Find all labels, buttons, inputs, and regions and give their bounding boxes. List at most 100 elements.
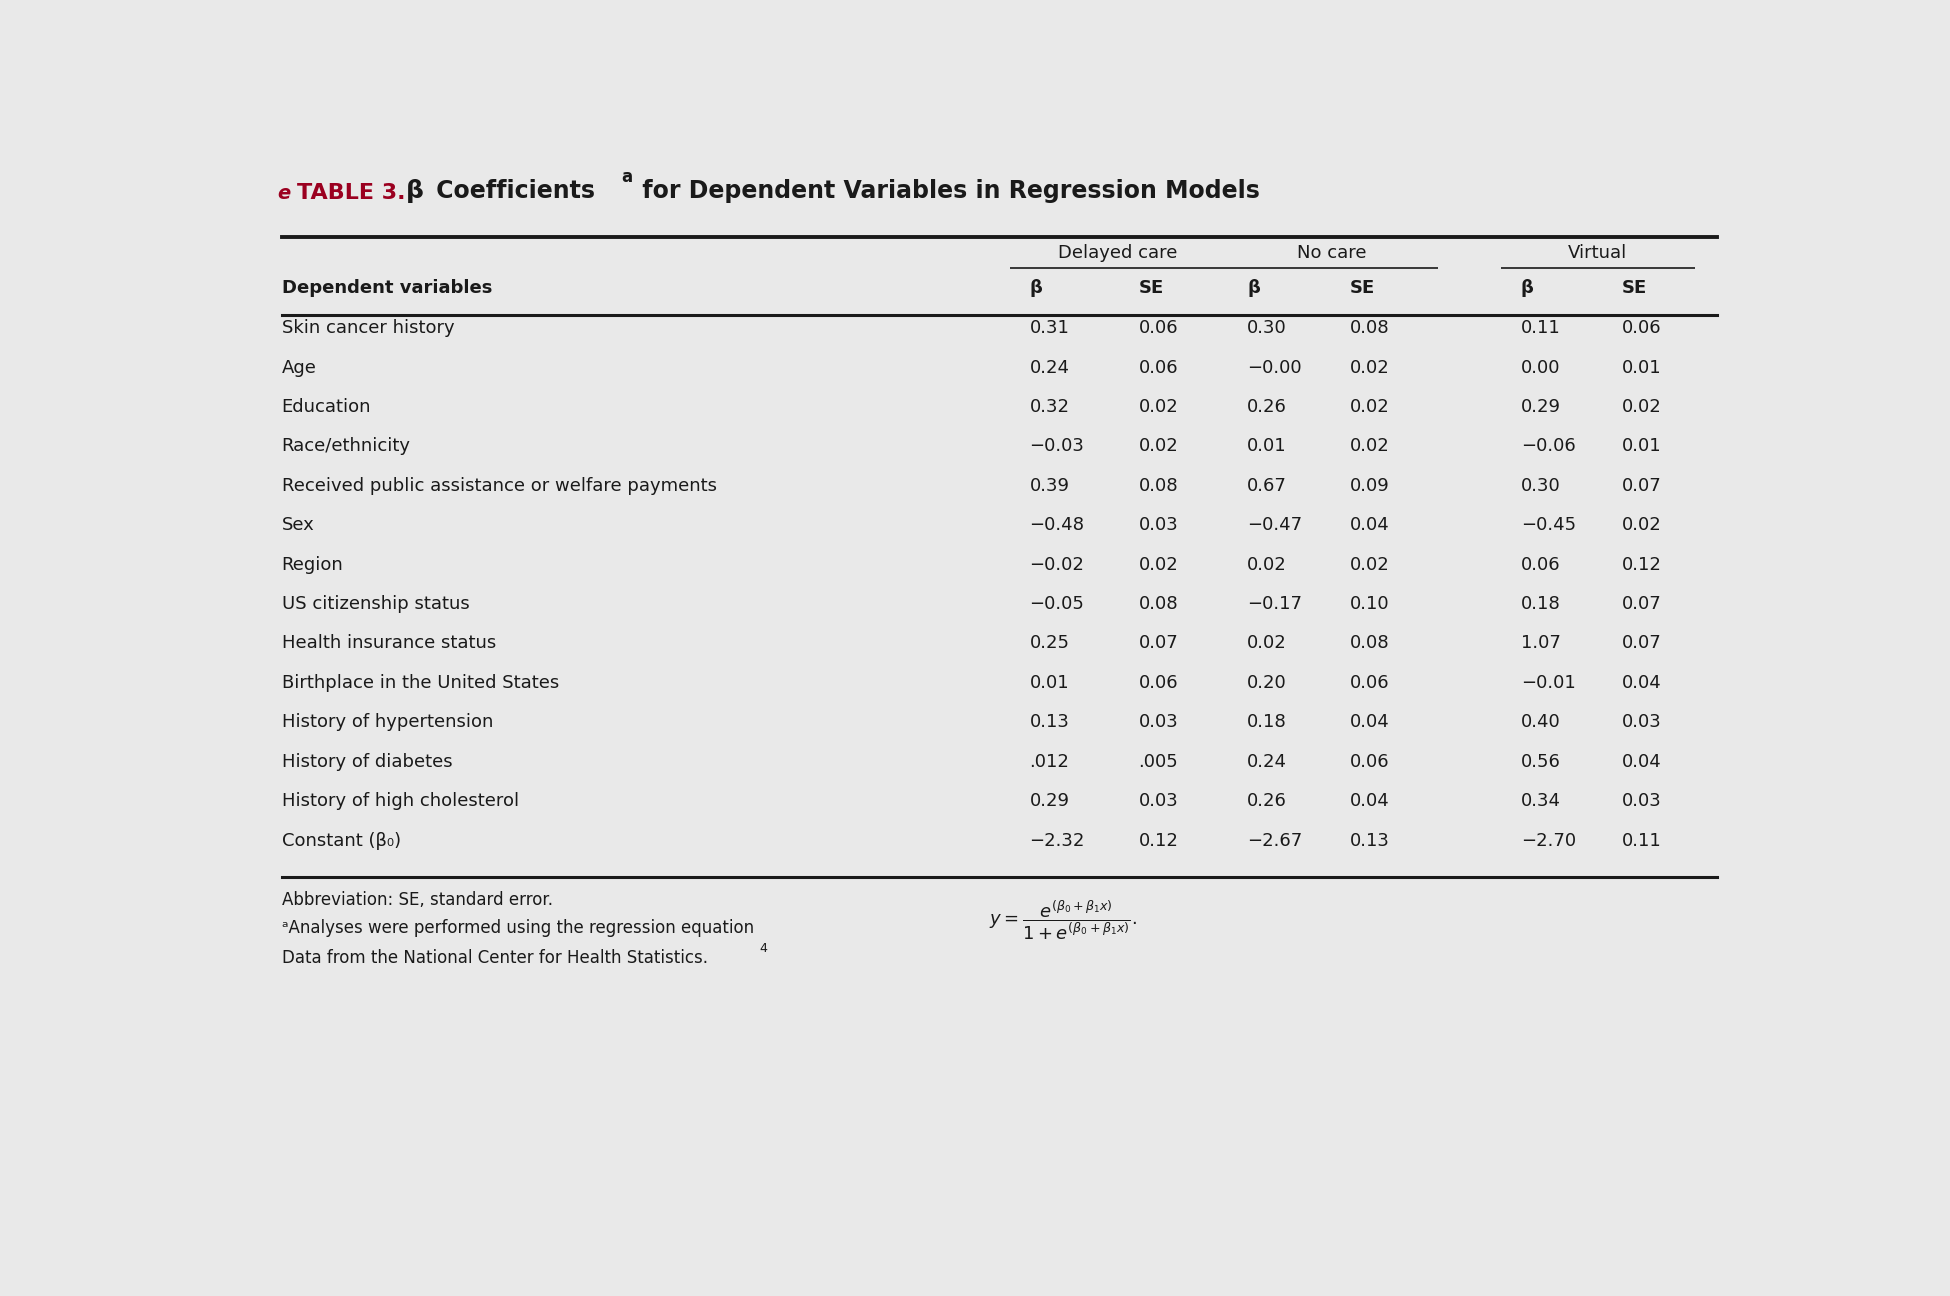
Text: 0.40: 0.40 [1521,713,1560,731]
Text: 0.02: 0.02 [1622,398,1661,416]
Text: Birthplace in the United States: Birthplace in the United States [281,674,560,692]
Text: 0.02: 0.02 [1622,516,1661,534]
Text: −0.17: −0.17 [1248,595,1303,613]
Text: 1.07: 1.07 [1521,635,1560,652]
Text: 0.02: 0.02 [1349,437,1390,455]
Text: 0.32: 0.32 [1030,398,1071,416]
Text: 0.03: 0.03 [1622,792,1661,810]
Text: 0.04: 0.04 [1349,516,1390,534]
Text: 0.08: 0.08 [1349,319,1390,337]
Text: 0.12: 0.12 [1139,832,1178,850]
Text: 0.06: 0.06 [1139,674,1178,692]
Text: 0.56: 0.56 [1521,753,1560,771]
Text: 0.04: 0.04 [1622,753,1661,771]
Text: 0.10: 0.10 [1349,595,1390,613]
Text: Virtual: Virtual [1568,245,1628,262]
Text: −2.67: −2.67 [1248,832,1303,850]
Text: β: β [1248,279,1260,297]
Text: 0.02: 0.02 [1248,635,1287,652]
Text: β: β [1030,279,1043,297]
Text: −0.48: −0.48 [1030,516,1084,534]
Text: 0.08: 0.08 [1139,595,1178,613]
Text: 0.07: 0.07 [1622,635,1661,652]
Text: 0.02: 0.02 [1248,556,1287,574]
Text: SE: SE [1622,279,1648,297]
Text: 0.09: 0.09 [1349,477,1390,495]
Text: History of hypertension: History of hypertension [281,713,493,731]
Text: 0.06: 0.06 [1622,319,1661,337]
Text: 0.01: 0.01 [1622,437,1661,455]
Text: 0.00: 0.00 [1521,359,1560,377]
Text: 0.34: 0.34 [1521,792,1560,810]
Text: 0.03: 0.03 [1139,792,1178,810]
Text: Delayed care: Delayed care [1057,245,1178,262]
Text: −0.01: −0.01 [1521,674,1576,692]
Text: 0.25: 0.25 [1030,635,1071,652]
Text: 0.39: 0.39 [1030,477,1071,495]
Text: 0.30: 0.30 [1248,319,1287,337]
Text: 0.67: 0.67 [1248,477,1287,495]
Text: 0.24: 0.24 [1248,753,1287,771]
Text: 0.06: 0.06 [1139,319,1178,337]
Text: $y = \dfrac{e^{(\beta_0+\beta_1 x)}}{1+e^{(\beta_0+\beta_1 x)}}.$: $y = \dfrac{e^{(\beta_0+\beta_1 x)}}{1+e… [989,898,1137,942]
Text: 0.30: 0.30 [1521,477,1560,495]
Text: .012: .012 [1030,753,1069,771]
Text: Data from the National Center for Health Statistics.: Data from the National Center for Health… [281,949,708,967]
Text: 0.24: 0.24 [1030,359,1071,377]
Text: 0.18: 0.18 [1521,595,1560,613]
Text: −0.02: −0.02 [1030,556,1084,574]
Text: No care: No care [1297,245,1367,262]
Text: 0.03: 0.03 [1622,713,1661,731]
Text: 0.02: 0.02 [1139,437,1178,455]
Text: 0.06: 0.06 [1349,674,1390,692]
Text: Coefficients: Coefficients [429,179,595,203]
Text: 0.11: 0.11 [1521,319,1560,337]
Text: 0.13: 0.13 [1349,832,1390,850]
Text: Received public assistance or welfare payments: Received public assistance or welfare pa… [281,477,716,495]
Text: −0.03: −0.03 [1030,437,1084,455]
Text: History of high cholesterol: History of high cholesterol [281,792,519,810]
Text: 0.02: 0.02 [1349,398,1390,416]
Text: Skin cancer history: Skin cancer history [281,319,454,337]
Text: SE: SE [1349,279,1375,297]
Text: e: e [277,184,291,203]
Text: −0.45: −0.45 [1521,516,1576,534]
Text: 0.02: 0.02 [1139,398,1178,416]
Text: β: β [1521,279,1533,297]
Text: 0.29: 0.29 [1030,792,1071,810]
Text: −0.06: −0.06 [1521,437,1576,455]
Text: SE: SE [1139,279,1164,297]
Text: Abbreviation: SE, standard error.: Abbreviation: SE, standard error. [281,890,552,908]
Text: .005: .005 [1139,753,1178,771]
Text: 0.06: 0.06 [1139,359,1178,377]
Text: Dependent variables: Dependent variables [281,279,491,297]
Text: −2.70: −2.70 [1521,832,1576,850]
Text: 0.07: 0.07 [1139,635,1178,652]
Text: ᵃAnalyses were performed using the regression equation: ᵃAnalyses were performed using the regre… [281,919,753,937]
Text: 0.02: 0.02 [1349,556,1390,574]
Text: 0.26: 0.26 [1248,398,1287,416]
Text: 0.29: 0.29 [1521,398,1560,416]
Text: Region: Region [281,556,343,574]
Text: −0.47: −0.47 [1248,516,1303,534]
Text: Education: Education [281,398,370,416]
Text: 0.04: 0.04 [1349,713,1390,731]
Text: 4: 4 [759,942,766,955]
Text: 0.06: 0.06 [1349,753,1390,771]
Text: 0.01: 0.01 [1030,674,1069,692]
Text: US citizenship status: US citizenship status [281,595,470,613]
Text: β: β [406,179,423,203]
Text: 0.13: 0.13 [1030,713,1069,731]
Text: Race/ethnicity: Race/ethnicity [281,437,411,455]
Text: 0.31: 0.31 [1030,319,1069,337]
Text: History of diabetes: History of diabetes [281,753,452,771]
Text: 0.03: 0.03 [1139,713,1178,731]
Text: Age: Age [281,359,316,377]
Text: −0.05: −0.05 [1030,595,1084,613]
Text: 0.26: 0.26 [1248,792,1287,810]
Text: 0.08: 0.08 [1139,477,1178,495]
Text: Constant (β₀): Constant (β₀) [281,832,400,850]
Text: −2.32: −2.32 [1030,832,1084,850]
Text: 0.07: 0.07 [1622,595,1661,613]
Text: a: a [622,168,632,187]
